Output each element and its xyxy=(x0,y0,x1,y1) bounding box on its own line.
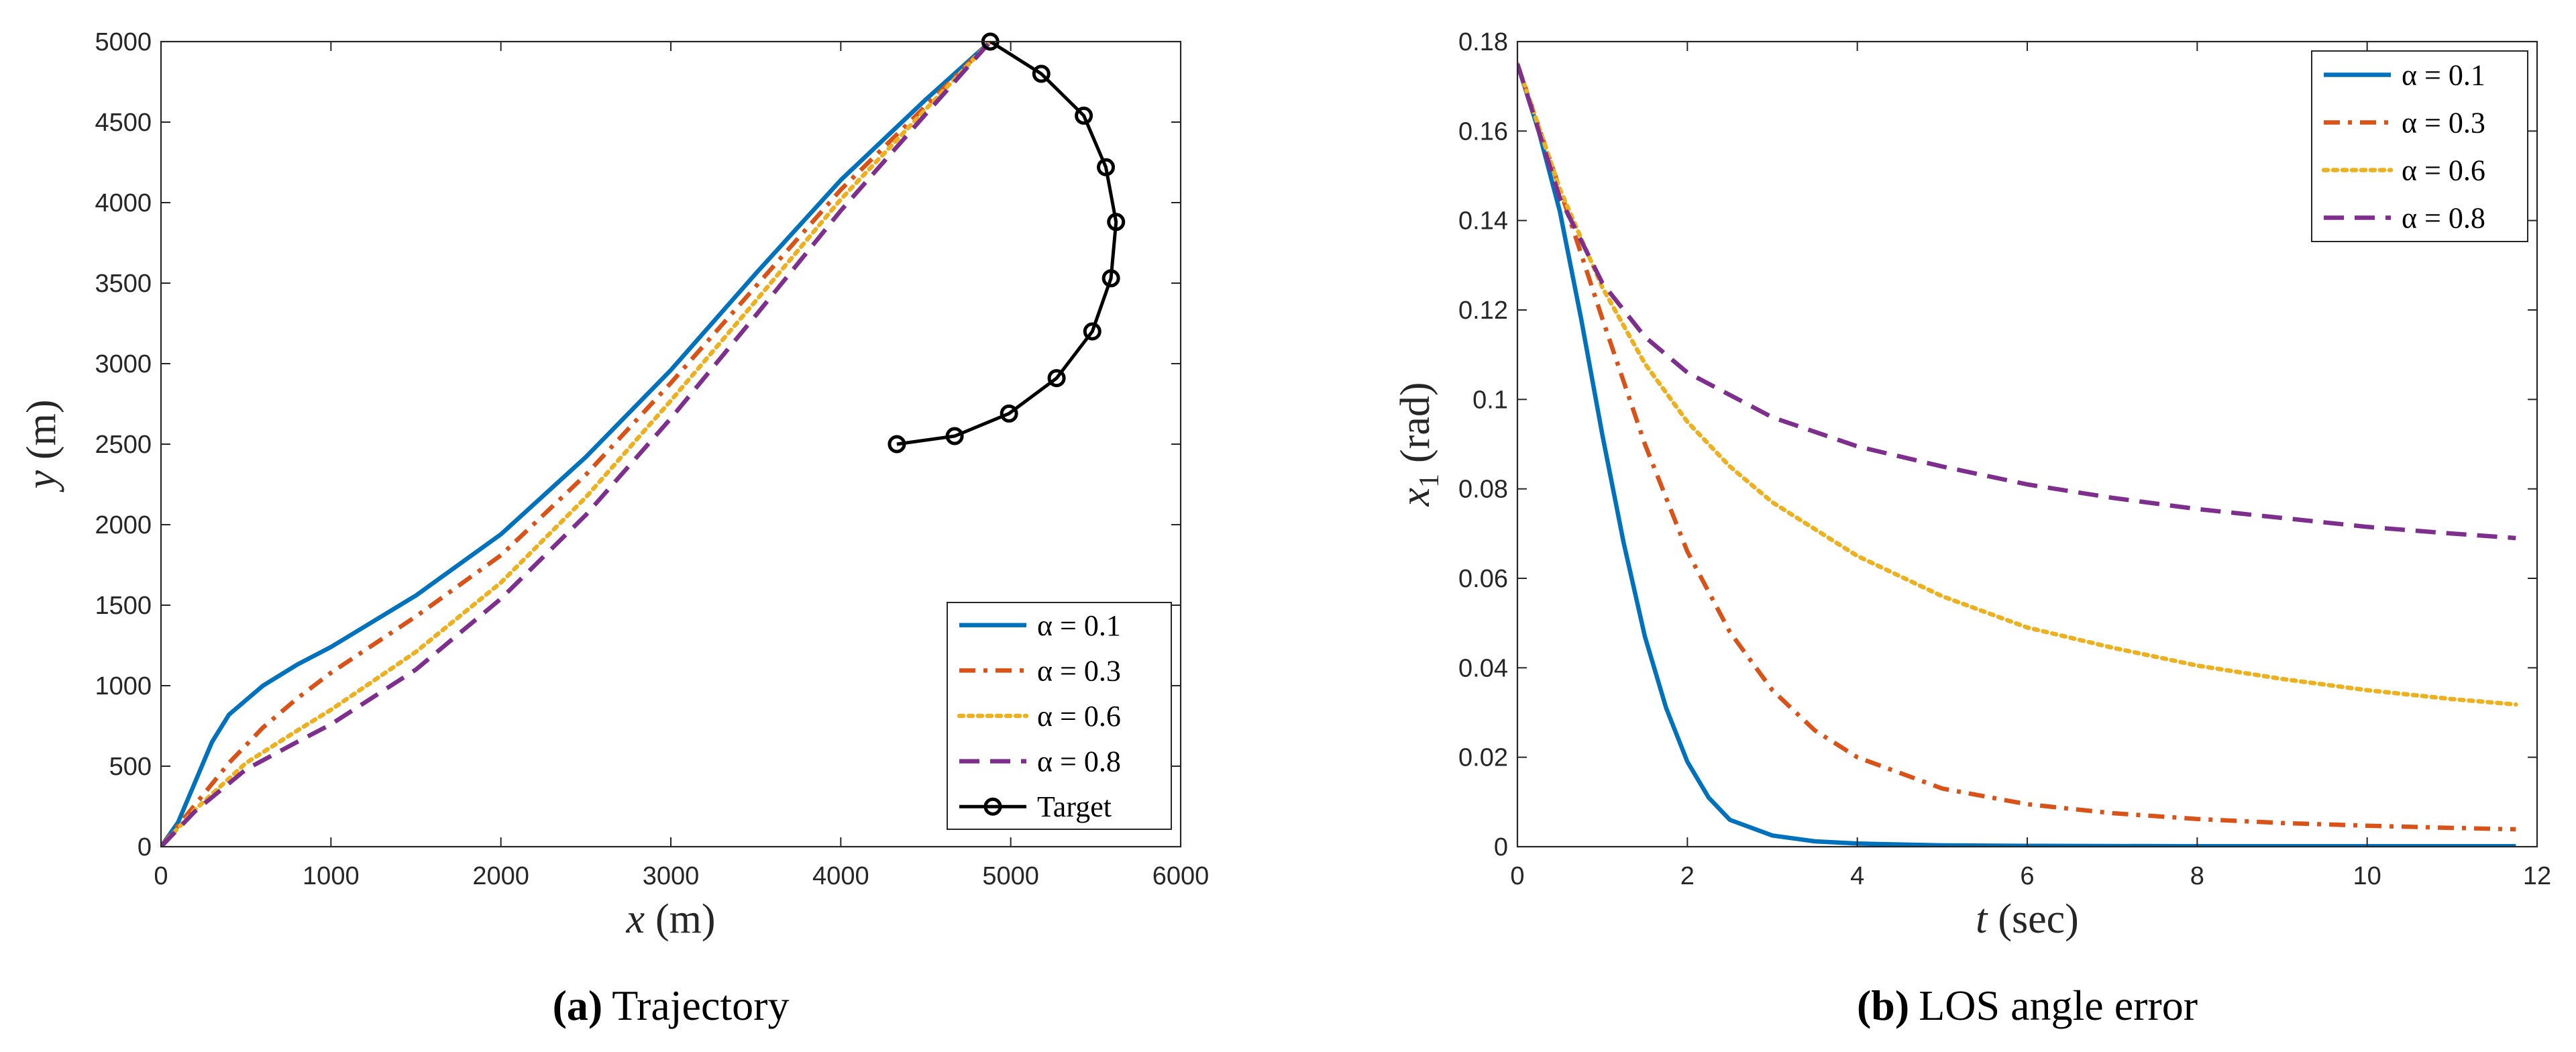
x-axis-label-unit: (sec) xyxy=(1998,896,2078,942)
series-marker xyxy=(1075,106,1093,125)
y-tick-label: 0.1 xyxy=(1472,386,1508,414)
chart-panel-b: 0 2 4 6 8 10 12 0 0.02 0.04 0.06 0.08 0.1 0.12 0.14 0.1… xyxy=(1393,28,2551,1029)
x-tick-label: 6000 xyxy=(1152,862,1210,890)
x-tick-label: 6 xyxy=(2020,862,2034,890)
figure-caption: (a) Trajectory xyxy=(553,982,790,1029)
legend-entry-label: α = 0.1 xyxy=(1037,609,1121,642)
y-tick-label: 3000 xyxy=(95,350,152,378)
x-axis-label-unit: (m) xyxy=(655,896,716,942)
x-tick-label: 4 xyxy=(1850,862,1864,890)
x-tick-label: 8 xyxy=(2190,862,2204,890)
legend-box xyxy=(2311,50,2528,242)
y-axis-label-var: y xyxy=(19,470,64,493)
caption-text: Trajectory xyxy=(612,982,789,1029)
x-axis-label-var: t xyxy=(1976,896,1988,942)
y-tick-label: 0.06 xyxy=(1458,565,1508,593)
y-tick-label: 1000 xyxy=(95,672,152,700)
legend: α = 0.1 α = 0.3 α = 0.6 α = 0.8 Target xyxy=(947,602,1172,830)
x-axis-label: t (sec) xyxy=(1976,896,2079,942)
series-marker xyxy=(1083,322,1102,341)
legend-marker xyxy=(983,797,1002,816)
y-tick-label: 0.12 xyxy=(1458,297,1508,325)
x-tick-label: 10 xyxy=(2353,862,2381,890)
series-marker xyxy=(888,435,906,454)
legend-entry-label: α = 0.3 xyxy=(2402,107,2485,140)
x-tick-label: 0 xyxy=(154,862,168,890)
series-marker xyxy=(1097,158,1116,176)
caption-label: (a) xyxy=(553,982,603,1029)
figure-caption: (b) LOS angle error xyxy=(1857,982,2198,1029)
legend-entry-label: Target xyxy=(1037,790,1112,823)
y-tick-label: 3500 xyxy=(95,270,152,298)
x-axis-label: x (m) xyxy=(625,896,715,942)
y-tick-label: 0.08 xyxy=(1458,476,1508,504)
y-axis-label: x1 (rad) xyxy=(1393,382,1445,507)
y-tick-label: 5000 xyxy=(95,28,152,56)
y-tick-label: 0.18 xyxy=(1458,28,1508,56)
x-tick-label: 1000 xyxy=(303,862,360,890)
legend-entry-label: α = 0.8 xyxy=(2402,202,2485,235)
x-tick-label: 2000 xyxy=(472,862,529,890)
legend-entry-label: α = 0.1 xyxy=(2402,59,2485,92)
y-tick-label: 1500 xyxy=(95,592,152,620)
y-tick-label: 0.14 xyxy=(1458,207,1508,235)
y-tick-label: 2500 xyxy=(95,431,152,459)
legend-box xyxy=(947,602,1172,830)
x-tick-label: 5000 xyxy=(982,862,1039,890)
series-line-3 xyxy=(1517,63,2516,541)
y-tick-label: 4000 xyxy=(95,189,152,217)
y-tick-label: 0 xyxy=(1494,833,1508,861)
chart-panel-a: 0 1000 2000 3000 4000 5000 6000 0 500 1000 1500 200… xyxy=(19,28,1209,1029)
series-line-1 xyxy=(161,42,992,847)
y-axis-label: y (m) xyxy=(19,399,64,492)
y-tick-label: 0 xyxy=(138,833,152,861)
series-marker xyxy=(1107,213,1126,231)
series-line-2 xyxy=(161,42,993,847)
legend-entry-label: α = 0.8 xyxy=(1037,745,1121,778)
y-axis-label-sub: 1 xyxy=(1414,474,1445,488)
series-marker xyxy=(1047,369,1066,388)
legend-entry-label: α = 0.6 xyxy=(2402,154,2485,187)
y-axis-label-unit: (rad) xyxy=(1393,382,1438,463)
series-marker xyxy=(1102,269,1120,288)
y-tick-label: 0.16 xyxy=(1458,117,1508,146)
x-tick-label: 12 xyxy=(2523,862,2551,890)
legend: α = 0.1 α = 0.3 α = 0.6 α = 0.8 xyxy=(2311,50,2528,242)
series-marker xyxy=(945,427,964,445)
series-line-1 xyxy=(1517,63,2516,832)
x-tick-label: 3000 xyxy=(643,862,700,890)
legend-entry-label: α = 0.3 xyxy=(1037,654,1121,687)
series-line-3 xyxy=(161,42,992,847)
caption-label: (b) xyxy=(1857,982,1909,1029)
y-axis-label-var: x xyxy=(1393,488,1438,507)
y-tick-label: 500 xyxy=(109,753,152,781)
x-tick-label: 4000 xyxy=(812,862,869,890)
x-axis-label-var: x xyxy=(625,896,645,942)
y-tick-label: 0.02 xyxy=(1458,744,1508,772)
y-tick-label: 0.04 xyxy=(1458,654,1508,682)
x-tick-label: 2 xyxy=(1680,862,1695,890)
legend-entry-label: α = 0.6 xyxy=(1037,700,1121,733)
y-tick-label: 2000 xyxy=(95,511,152,539)
y-axis-label-unit: (m) xyxy=(19,399,64,460)
series-line-4 xyxy=(896,42,1118,446)
y-tick-label: 4500 xyxy=(95,109,152,137)
series-marker xyxy=(1000,404,1018,423)
caption-text: LOS angle error xyxy=(1919,982,2198,1029)
x-tick-label: 0 xyxy=(1510,862,1524,890)
series-marker xyxy=(1032,64,1051,83)
series-line-0 xyxy=(161,42,992,847)
series-line-2 xyxy=(1517,62,2518,707)
